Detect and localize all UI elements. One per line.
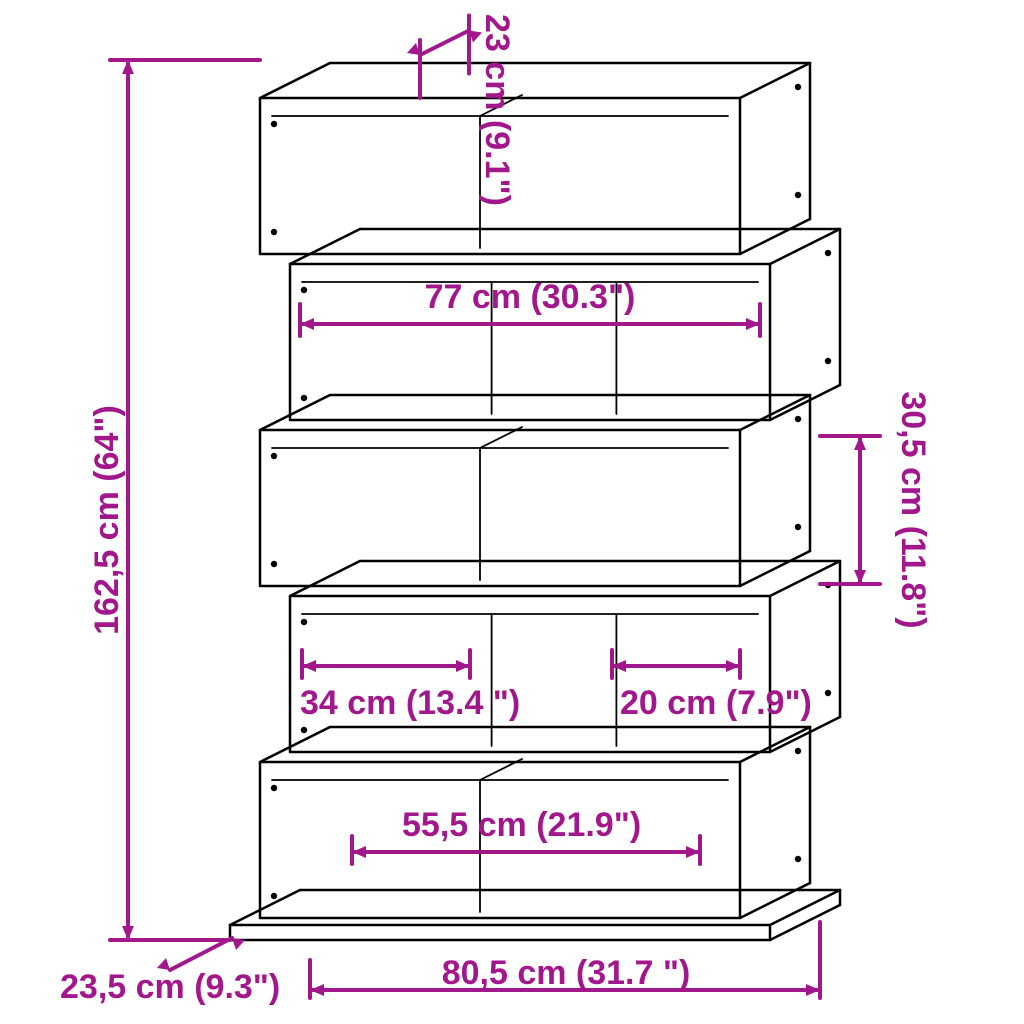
- dim-inner-span: 55,5 cm (21.9"): [402, 806, 641, 844]
- dim-height: 162,5 cm (64"): [88, 405, 126, 635]
- dim-top-depth: 23 cm (9.1"): [478, 14, 516, 206]
- dim-base-depth: 23,5 cm (9.3"): [60, 968, 280, 1006]
- dim-divider-a: 34 cm (13.4 "): [300, 684, 520, 722]
- dim-divider-b: 20 cm (7.9"): [620, 684, 812, 722]
- dim-inside-width: 77 cm (30.3"): [425, 278, 636, 316]
- dim-base-width: 80,5 cm (31.7 "): [442, 954, 691, 992]
- dim-shelf-height: 30,5 cm (11.8"): [894, 391, 932, 628]
